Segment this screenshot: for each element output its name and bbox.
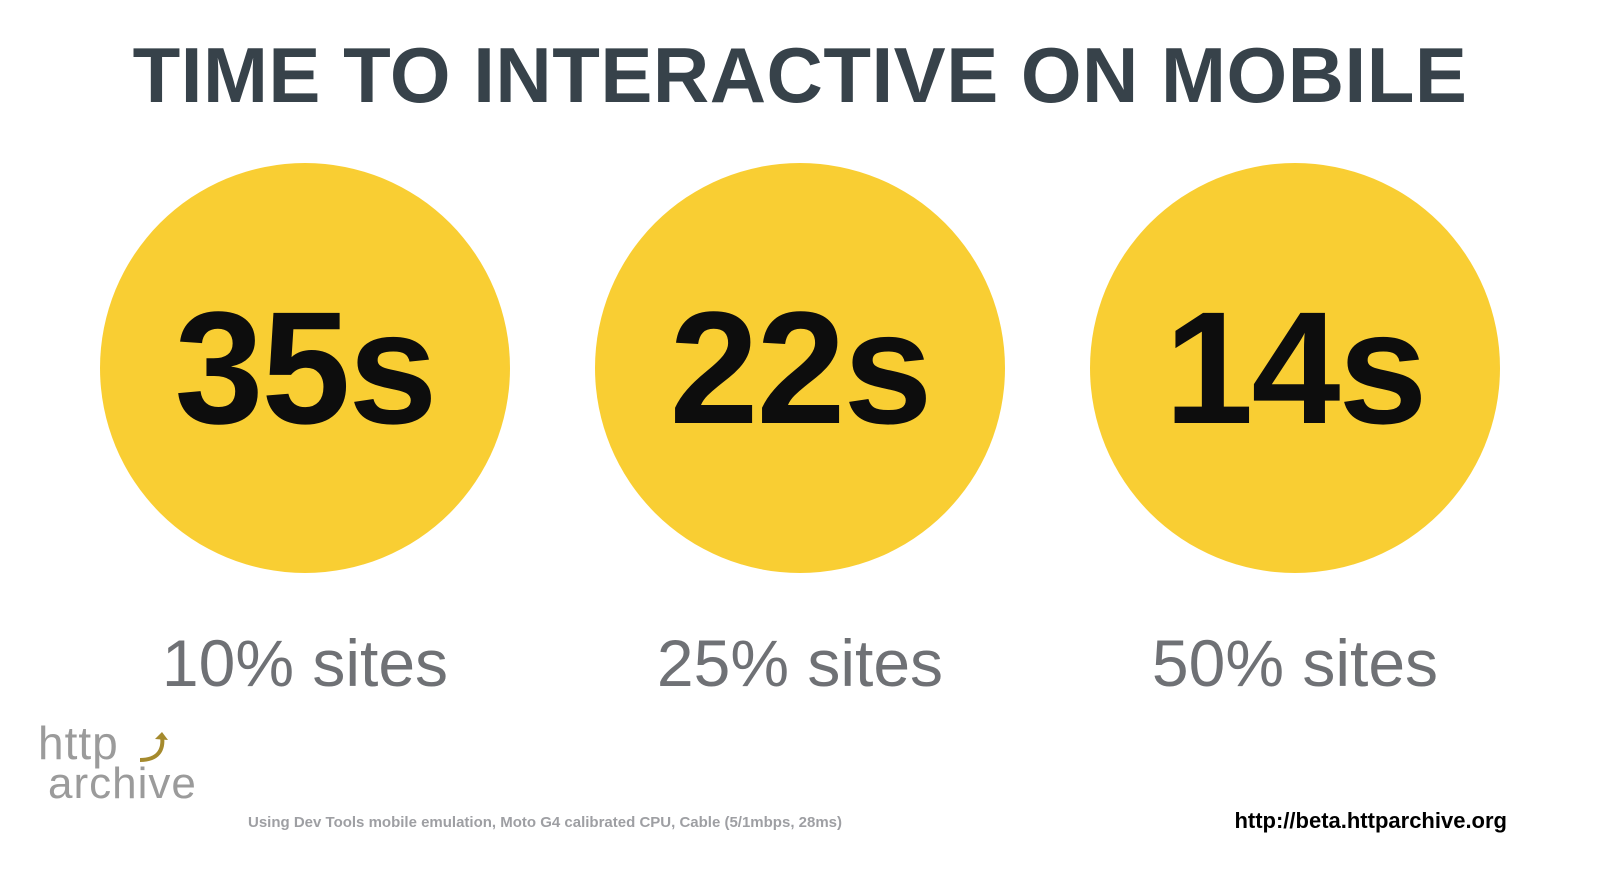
methodology-note: Using Dev Tools mobile emulation, Moto G… <box>248 814 843 831</box>
metric-value: 35s <box>174 278 438 457</box>
metric-value: 14s <box>1164 278 1428 457</box>
metric-circle: 35s <box>100 163 510 573</box>
metric-label: 25% sites <box>656 626 944 700</box>
metric-label: 10% sites <box>161 626 449 700</box>
metric-circle: 14s <box>1090 163 1500 573</box>
logo-text-archive: archive <box>48 759 197 809</box>
metric-25th-percentile: 22s 25% sites <box>595 163 1005 701</box>
metric-label: 50% sites <box>1151 626 1439 700</box>
metric-value: 22s <box>669 278 933 457</box>
site-url: http://beta.httparchive.org <box>1234 808 1507 833</box>
metrics-row: 35s 10% sites 22s 25% sites 14s 50% site… <box>0 163 1600 701</box>
logo-text-http: http <box>38 717 119 769</box>
http-archive-logo: http archive <box>38 717 197 809</box>
metric-10th-percentile: 35s 10% sites <box>100 163 510 701</box>
metric-circle: 22s <box>595 163 1005 573</box>
page-title: TIME TO INTERACTIVE ON MOBILE <box>132 31 1468 119</box>
gold-arrow-hook-icon <box>139 732 168 762</box>
metric-50th-percentile: 14s 50% sites <box>1090 163 1500 701</box>
